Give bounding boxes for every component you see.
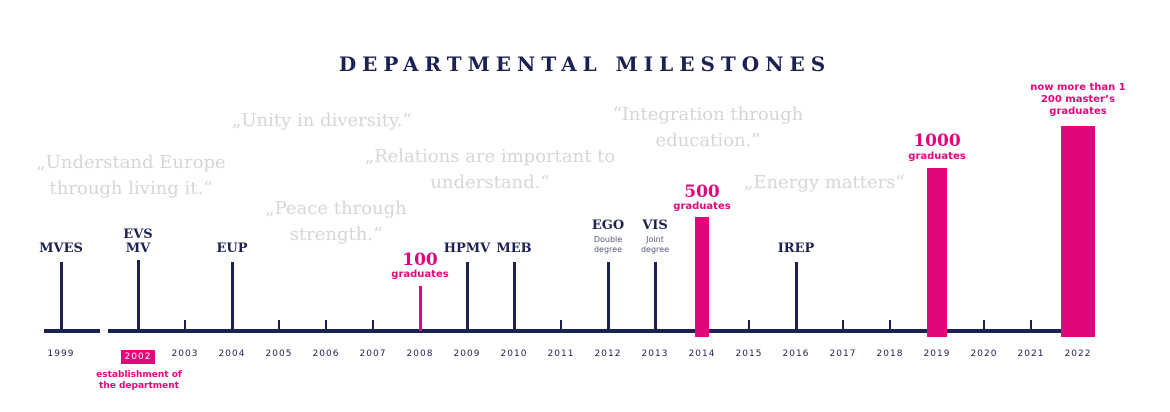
- milestone-sub-2013: Joint degree: [640, 235, 670, 254]
- quote-peace-through-strength: „Peace through strength.“: [265, 198, 407, 245]
- year-label-2007: 2007: [359, 349, 387, 359]
- year-label-2018: 2018: [876, 349, 904, 359]
- graduates-count-2014: 500: [684, 182, 720, 202]
- establishment-note: establishment of the department: [96, 370, 182, 391]
- graduates-text-2019: graduates: [908, 151, 966, 162]
- milestone-sub-2012: Double degree: [593, 235, 623, 254]
- year-label-2008: 2008: [406, 349, 434, 359]
- year-label-2015: 2015: [735, 349, 763, 359]
- year-tick-2005: [278, 320, 280, 330]
- milestone-label-hpmv: HPMV: [443, 241, 491, 256]
- year-label-2005: 2005: [265, 349, 293, 359]
- year-tick-2017: [842, 320, 844, 330]
- year-label-2013: 2013: [641, 349, 669, 359]
- page-title: DEPARTMENTAL MILESTONES: [338, 52, 832, 76]
- milestone-stem-2013: [654, 262, 657, 331]
- milestone-label-eup: EUP: [216, 241, 248, 256]
- year-label-2009: 2009: [453, 349, 481, 359]
- year-tick-2011: [560, 320, 562, 330]
- milestone-stem-1999: [60, 262, 63, 331]
- milestone-stem-2016: [795, 262, 798, 331]
- milestone-stem-2012: [607, 262, 610, 331]
- quote-unity-in-diversity: „Unity in diversity.“: [232, 110, 412, 131]
- year-tick-2018: [889, 320, 891, 330]
- year-tick-2006: [325, 320, 327, 330]
- milestone-label-meb: MEB: [496, 241, 532, 256]
- graduates-count-2019: 1000: [913, 131, 961, 151]
- graduates-bar-2019: [927, 168, 947, 337]
- year-label-1999: 1999: [47, 349, 75, 359]
- milestone-label-evs-mv: EVS MV: [123, 227, 153, 256]
- milestone-label-ego: EGO: [591, 218, 625, 233]
- milestone-stem-2009: [466, 262, 469, 331]
- graduates-bar-2014: [695, 217, 709, 337]
- year-label-2016: 2016: [782, 349, 810, 359]
- year-label-2022: 2022: [1064, 349, 1092, 359]
- year-label-2010: 2010: [500, 349, 528, 359]
- timeline-axis-main: [108, 329, 1094, 333]
- year-label-2019: 2019: [923, 349, 951, 359]
- milestone-stem-2002: [137, 260, 140, 331]
- milestone-stem-2004: [231, 262, 234, 331]
- milestone-label-vis: VIS: [642, 218, 668, 233]
- year-label-2011: 2011: [547, 349, 575, 359]
- graduates-text-2014: graduates: [673, 201, 731, 212]
- quote-understand-europe: „Understand Europe through living it.“: [36, 152, 226, 199]
- year-tick-2020: [983, 320, 985, 330]
- year-label-2012: 2012: [594, 349, 622, 359]
- graduates-count-2008: 100: [402, 250, 438, 270]
- milestone-label-irep: IREP: [777, 241, 815, 256]
- graduates-text-2008: graduates: [391, 269, 449, 280]
- year-label-2020: 2020: [970, 349, 998, 359]
- year-tick-2021: [1030, 320, 1032, 330]
- year-label-2006: 2006: [312, 349, 340, 359]
- graduates-text-2022: now more than 1 200 master’s graduates: [1030, 82, 1126, 117]
- year-label-2017: 2017: [829, 349, 857, 359]
- quote-energy-matters: „Energy matters“: [744, 172, 905, 193]
- quote-integration-education: “Integration through education.”: [612, 104, 804, 151]
- year-tick-2003: [184, 320, 186, 330]
- year-label-2003: 2003: [171, 349, 199, 359]
- year-tick-2007: [372, 320, 374, 330]
- quote-relations-important: „Relations are important to understand.“: [364, 146, 616, 193]
- timeline-axis-left: [44, 329, 100, 333]
- graduates-bar-2022: [1061, 126, 1095, 337]
- milestone-stem-2010: [513, 262, 516, 331]
- graduates-stem-2008: [419, 286, 422, 331]
- year-label-2014: 2014: [688, 349, 716, 359]
- year-label-2002: 2002: [121, 350, 155, 364]
- year-tick-2015: [748, 320, 750, 330]
- milestone-label-mves: MVES: [39, 241, 83, 256]
- year-label-2021: 2021: [1017, 349, 1045, 359]
- year-label-2004: 2004: [218, 349, 246, 359]
